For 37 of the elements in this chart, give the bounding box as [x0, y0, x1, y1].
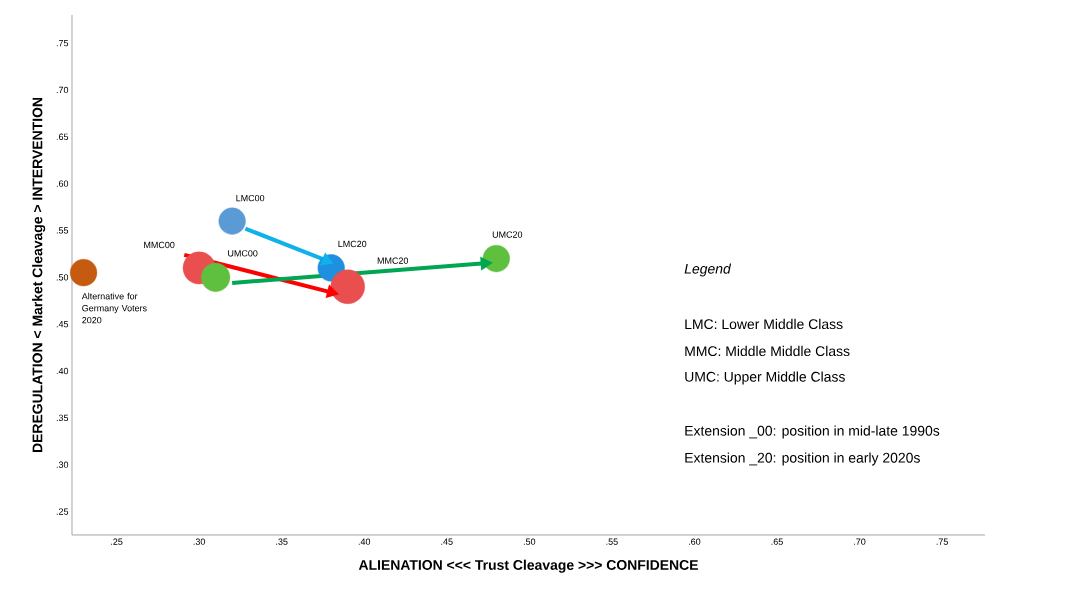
x-tick-label: .25 [111, 538, 123, 545]
annotation: Extension _00: position in mid-late 1990s [685, 425, 940, 439]
y-tick-label: .75 [56, 39, 69, 47]
x-tick-label: .70 [854, 538, 866, 545]
x-tick-label: .50 [523, 538, 536, 545]
y-tick-label: .70 [56, 86, 69, 94]
y-tick-label: .35 [56, 414, 69, 422]
x-tick-label: .40 [358, 538, 371, 545]
y-tick-label: .60 [56, 180, 69, 187]
series-label: Alternative for Germany Voters 2020 [81, 292, 147, 324]
annotation: UMC: Upper Middle Class [685, 371, 845, 385]
x-axis-title: ALIENATION <<< Trust Cleavage >>> CONFIDENCE [358, 559, 698, 573]
y-tick-label: .40 [56, 367, 69, 375]
series-label: UMC20 [492, 231, 523, 238]
x-tick-label: .75 [936, 538, 948, 545]
x-tick-label: .30 [193, 538, 206, 545]
x-tick-label: .35 [276, 538, 288, 545]
y-tick-label: .55 [56, 227, 69, 234]
series-label: UMC00 [228, 250, 258, 257]
x-tick-label: .60 [689, 538, 701, 545]
y-tick-label: .30 [56, 461, 69, 468]
text: MMC20 [377, 257, 409, 264]
annotation: MMC: Middle Middle Class [685, 345, 850, 357]
y-tick-label: .50 [56, 274, 69, 281]
y-axis-title: DEREGULATION < Market Cleavage > INTERVENTION [32, 97, 46, 453]
annotation: Extension _20: position in early 2020s [685, 452, 920, 466]
y-tick-label: .25 [56, 508, 69, 515]
series-label: LMC20 [338, 240, 367, 248]
x-tick-label: .45 [441, 538, 453, 545]
y-tick-label: .65 [56, 133, 69, 140]
series-label: LMC00 [236, 194, 265, 202]
annotation: LMC: Lower Middle Class [685, 318, 843, 330]
text: MMC00 [144, 241, 175, 249]
y-tick-label: .45 [56, 321, 69, 328]
annotation: Legend [684, 263, 732, 277]
x-tick-label: .55 [606, 538, 618, 545]
x-tick-label: .65 [771, 538, 783, 545]
